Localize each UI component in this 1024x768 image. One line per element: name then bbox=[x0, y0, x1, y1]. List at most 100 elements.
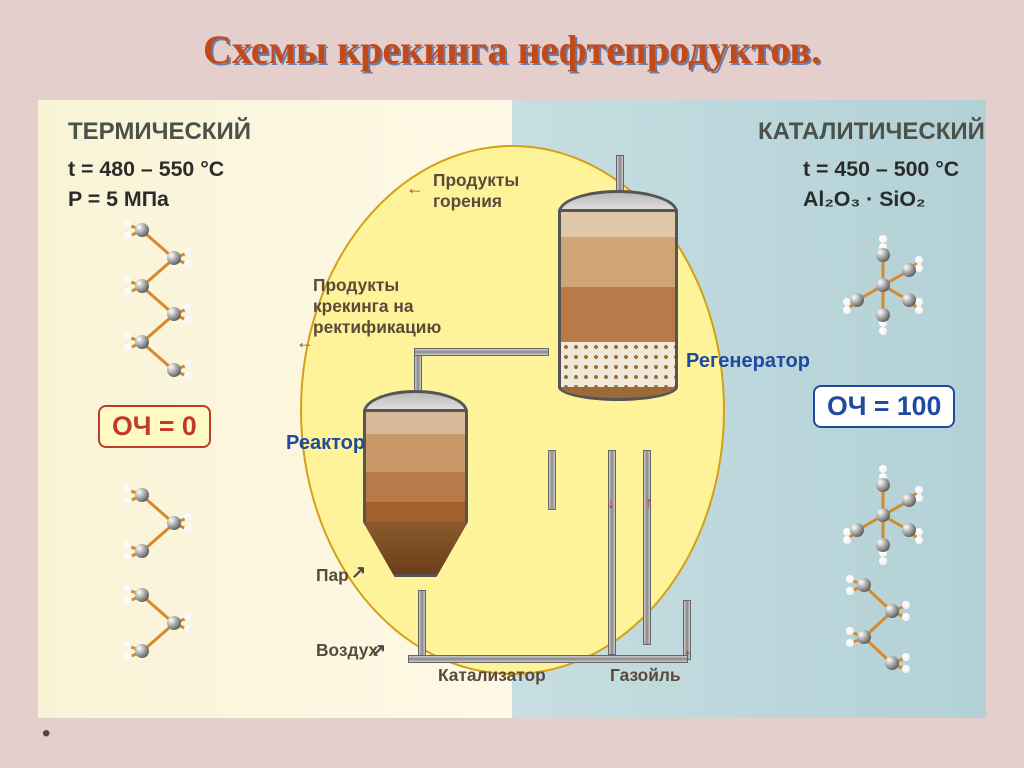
hydrogen-atom bbox=[124, 232, 132, 240]
hydrogen-atom bbox=[843, 306, 851, 314]
hydrogen-atom bbox=[184, 613, 192, 621]
carbon-atom bbox=[902, 523, 916, 537]
carbon-atom bbox=[135, 279, 149, 293]
vessel bbox=[558, 190, 678, 401]
slide-title: Схемы крекинга нефтепродуктов. bbox=[0, 26, 1024, 73]
vessel-level bbox=[366, 434, 465, 472]
hydrogen-atom bbox=[124, 344, 132, 352]
hydrogen-atom bbox=[879, 465, 887, 473]
hydrogen-atom bbox=[124, 220, 132, 228]
carbon-atom bbox=[885, 656, 899, 670]
hydrogen-atom bbox=[902, 665, 910, 673]
thermal-molecule-bottom bbox=[98, 485, 238, 685]
plant-annotation: Катализатор bbox=[438, 665, 546, 686]
thermal-molecule-top bbox=[98, 220, 238, 390]
hydrogen-atom bbox=[915, 486, 923, 494]
carbon-atom bbox=[876, 538, 890, 552]
hydrogen-atom bbox=[184, 260, 192, 268]
carbon-atom bbox=[876, 508, 890, 522]
hydrogen-atom bbox=[843, 536, 851, 544]
hydrogen-atom bbox=[879, 557, 887, 565]
vessel-label: Регенератор bbox=[686, 350, 810, 373]
plant-annotation: Газойль bbox=[610, 665, 681, 686]
plant-annotation: Пар bbox=[316, 565, 349, 586]
hydrogen-atom bbox=[184, 360, 192, 368]
hydrogen-atom bbox=[124, 485, 132, 493]
pipe-vertical bbox=[643, 450, 651, 645]
vessel-level bbox=[561, 237, 675, 287]
pipe-vertical bbox=[608, 450, 616, 655]
hydrogen-atom bbox=[184, 316, 192, 324]
hydrogen-atom bbox=[902, 613, 910, 621]
carbon-atom bbox=[135, 588, 149, 602]
carbon-atom bbox=[135, 488, 149, 502]
hydrogen-atom bbox=[124, 288, 132, 296]
catalytic-molecule-bottom bbox=[808, 460, 968, 690]
flow-arrow-icon: ↗ bbox=[351, 562, 366, 583]
hydrogen-atom bbox=[846, 575, 854, 583]
vessel-body bbox=[363, 412, 468, 522]
hydrogen-atom bbox=[184, 625, 192, 633]
vessel-label: Реактор bbox=[286, 432, 365, 455]
hydrogen-atom bbox=[124, 585, 132, 593]
carbon-atom bbox=[876, 278, 890, 292]
pipe-vertical bbox=[548, 450, 556, 510]
hydrogen-atom bbox=[915, 298, 923, 306]
hydrogen-atom bbox=[879, 235, 887, 243]
pipe-horizontal bbox=[408, 655, 688, 663]
carbon-atom bbox=[876, 478, 890, 492]
carbon-atom bbox=[167, 307, 181, 321]
pipe-horizontal bbox=[414, 348, 549, 356]
hydrogen-atom bbox=[184, 248, 192, 256]
vessel-level bbox=[561, 342, 675, 387]
vessel-level bbox=[366, 472, 465, 502]
vessel-level bbox=[561, 212, 675, 237]
vessel-level bbox=[366, 412, 465, 434]
carbon-atom bbox=[857, 578, 871, 592]
plant-annotation: Воздух bbox=[316, 640, 378, 661]
carbon-atom bbox=[135, 223, 149, 237]
catalytic-molecule-top bbox=[808, 210, 968, 370]
vessel-body bbox=[558, 212, 678, 387]
hydrogen-atom bbox=[902, 601, 910, 609]
hydrogen-atom bbox=[124, 276, 132, 284]
vessel-head bbox=[558, 190, 678, 212]
pipe-vertical bbox=[616, 155, 624, 195]
carbon-atom bbox=[876, 248, 890, 262]
carbon-atom bbox=[135, 544, 149, 558]
hydrogen-atom bbox=[184, 372, 192, 380]
vessel-bottom bbox=[558, 387, 678, 401]
diagram-panel: ТЕРМИЧЕСКИЙ t = 480 – 550 °CP = 5 МПа КА… bbox=[38, 100, 986, 718]
hydrogen-atom bbox=[846, 627, 854, 635]
carbon-atom bbox=[167, 516, 181, 530]
flow-arrow-icon: ↓ bbox=[607, 495, 615, 513]
flow-arrow-icon: ↑ bbox=[683, 645, 692, 666]
hydrogen-atom bbox=[124, 641, 132, 649]
carbon-atom bbox=[135, 335, 149, 349]
hydrogen-atom bbox=[846, 639, 854, 647]
hydrogen-atom bbox=[915, 256, 923, 264]
slide-root: Схемы крекинга нефтепродуктов. ТЕРМИЧЕСК… bbox=[0, 0, 1024, 768]
hydrogen-atom bbox=[915, 528, 923, 536]
carbon-atom bbox=[135, 644, 149, 658]
hydrogen-atom bbox=[124, 497, 132, 505]
hydrogen-atom bbox=[915, 494, 923, 502]
carbon-atom bbox=[850, 293, 864, 307]
hydrogen-atom bbox=[184, 304, 192, 312]
plant-annotation: Продукты крекинга на ректификацию bbox=[313, 275, 441, 337]
carbon-atom bbox=[167, 251, 181, 265]
hydrogen-atom bbox=[915, 536, 923, 544]
carbon-atom bbox=[885, 604, 899, 618]
carbon-atom bbox=[902, 293, 916, 307]
hydrogen-atom bbox=[879, 327, 887, 335]
hydrogen-atom bbox=[846, 587, 854, 595]
carbon-atom bbox=[167, 363, 181, 377]
hydrogen-atom bbox=[184, 525, 192, 533]
hydrogen-atom bbox=[915, 306, 923, 314]
plant-annotation: Продукты горения bbox=[433, 170, 519, 212]
flow-arrow-icon: ↗ bbox=[371, 640, 386, 661]
hydrogen-atom bbox=[124, 332, 132, 340]
hydrogen-atom bbox=[184, 513, 192, 521]
hydrogen-atom bbox=[915, 264, 923, 272]
carbon-atom bbox=[876, 308, 890, 322]
